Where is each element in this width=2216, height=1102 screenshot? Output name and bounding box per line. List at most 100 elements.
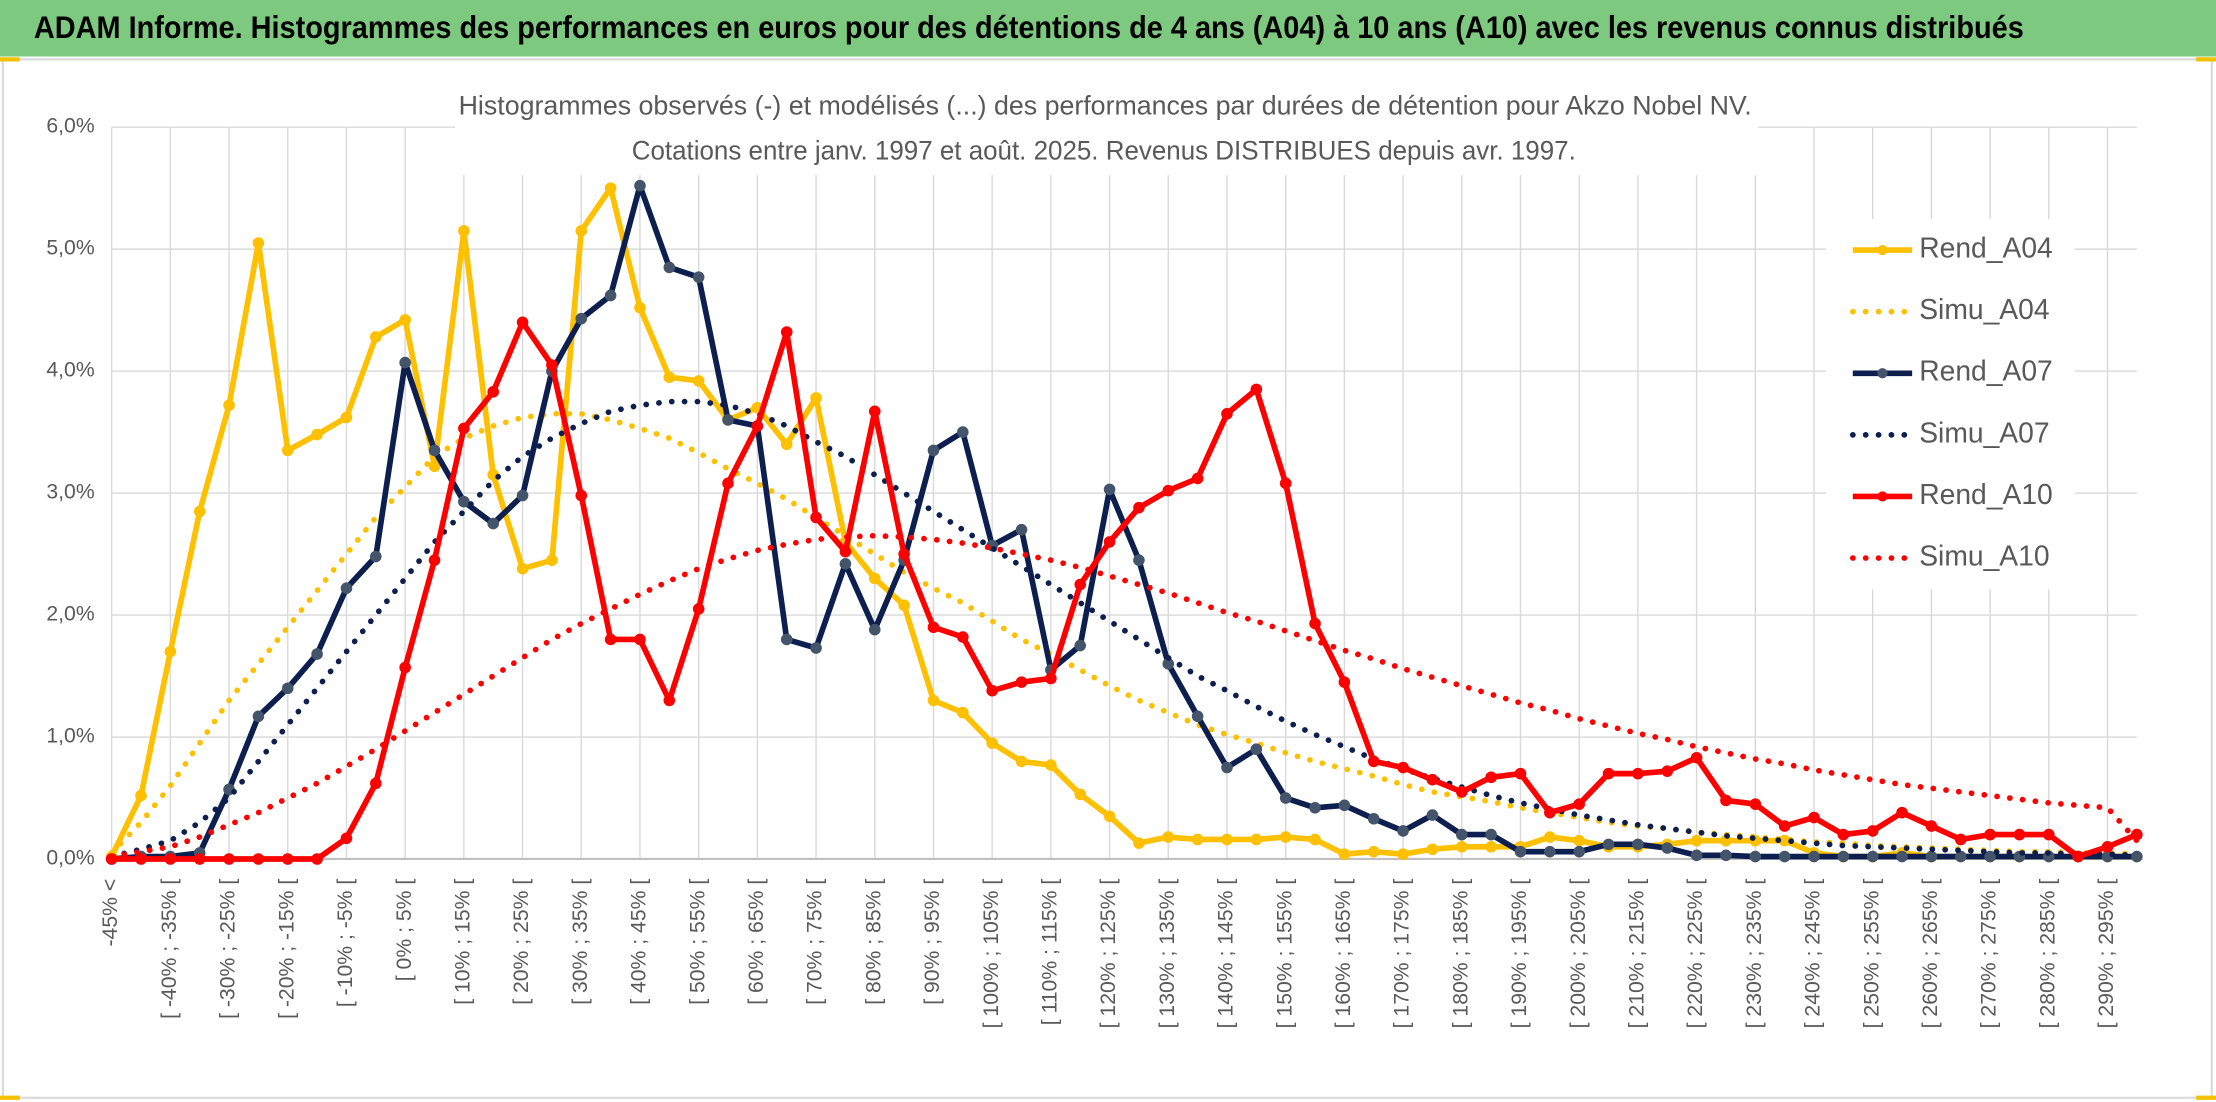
marker xyxy=(2072,850,2084,863)
marker xyxy=(810,511,822,524)
marker xyxy=(1455,828,1468,841)
marker xyxy=(575,489,588,502)
marker xyxy=(663,371,676,383)
x-tick-label: [ 180% ; 185% [ xyxy=(1449,879,1472,1029)
header-band xyxy=(0,0,2216,57)
marker xyxy=(399,356,411,369)
marker xyxy=(1544,845,1556,858)
marker xyxy=(281,853,294,865)
x-tick-label: [ 190% ; 195% [ xyxy=(1508,879,1531,1029)
legend-label: Simu_A04 xyxy=(1919,293,2049,325)
x-tick-label: [ 30% ; 35% [ xyxy=(569,879,592,1005)
x-tick-label: [ -10% ; -5% [ xyxy=(334,879,357,1007)
marker xyxy=(458,422,470,435)
marker xyxy=(458,225,470,237)
y-tick-label: 0,0% xyxy=(46,847,94,870)
marker xyxy=(957,426,969,438)
marker xyxy=(1367,812,1380,825)
marker xyxy=(1045,759,1057,771)
marker xyxy=(986,737,998,749)
marker xyxy=(1045,672,1057,685)
marker xyxy=(135,789,147,802)
marker xyxy=(1837,828,1850,841)
marker xyxy=(1485,771,1497,784)
marker xyxy=(1544,831,1556,843)
marker xyxy=(428,554,441,566)
x-tick-label: [ 70% ; 75% [ xyxy=(804,879,827,1005)
marker xyxy=(311,428,323,441)
marker xyxy=(1162,484,1175,497)
marker xyxy=(1866,850,1879,863)
x-tick-label: [ 80% ; 85% [ xyxy=(862,879,885,1005)
marker xyxy=(780,633,793,646)
marker xyxy=(1690,834,1703,847)
marker xyxy=(428,460,441,473)
x-tick-label: [ 40% ; 45% [ xyxy=(628,879,651,1005)
legend-label: Rend_A10 xyxy=(1919,478,2053,510)
marker xyxy=(311,648,323,660)
x-tick-label: [ 20% ; 25% [ xyxy=(510,879,533,1005)
marker xyxy=(1514,845,1527,858)
marker xyxy=(223,399,235,412)
marker xyxy=(1015,523,1028,536)
y-tick-label: 2,0% xyxy=(46,603,94,626)
marker xyxy=(1455,841,1468,853)
x-tick-label: [ -20% ; -15% [ xyxy=(275,879,298,1019)
marker xyxy=(1309,833,1321,846)
marker xyxy=(1455,786,1468,798)
marker xyxy=(810,642,822,654)
x-tick-label: [ 200% ; 205% [ xyxy=(1567,879,1590,1029)
chart-title: Histogrammes observés (-) et modélisés (… xyxy=(459,90,1752,120)
x-tick-label: [ 100% ; 105% [ xyxy=(980,879,1003,1029)
marker xyxy=(1250,743,1263,756)
marker xyxy=(1279,831,1292,843)
marker xyxy=(1103,536,1116,548)
marker xyxy=(370,331,382,343)
marker xyxy=(986,684,998,697)
legend-label: Simu_A07 xyxy=(1919,416,2049,448)
x-tick-label: [ 250% ; 255% [ xyxy=(1860,879,1883,1029)
marker xyxy=(487,386,500,398)
marker xyxy=(1632,767,1644,780)
marker xyxy=(575,312,588,325)
y-tick-label: 3,0% xyxy=(46,481,94,504)
x-tick-label: [ 130% ; 135% [ xyxy=(1156,879,1179,1029)
marker xyxy=(957,706,969,719)
marker xyxy=(1749,798,1762,810)
marker xyxy=(1661,842,1674,854)
marker xyxy=(1720,794,1732,807)
marker xyxy=(692,603,705,615)
marker xyxy=(692,375,705,387)
marker xyxy=(1015,676,1028,688)
marker xyxy=(1485,841,1497,853)
marker xyxy=(1720,849,1732,862)
marker xyxy=(839,558,852,570)
header-title: ADAM Informe. Histogrammes des performan… xyxy=(34,10,2024,45)
marker xyxy=(252,853,265,865)
marker xyxy=(604,633,617,646)
legend-marker xyxy=(1877,491,1888,502)
marker xyxy=(1485,828,1497,841)
marker xyxy=(2101,841,2114,853)
marker xyxy=(1984,828,1996,841)
marker xyxy=(722,477,734,490)
marker xyxy=(1426,809,1439,821)
marker xyxy=(634,301,646,314)
marker xyxy=(1191,710,1204,723)
marker xyxy=(1984,850,1996,863)
marker xyxy=(2043,828,2055,841)
marker xyxy=(1133,501,1145,514)
marker xyxy=(1954,850,1967,863)
marker xyxy=(1367,845,1380,858)
marker xyxy=(1778,820,1791,832)
marker xyxy=(604,289,617,302)
x-tick-label: [ -40% ; -35% [ xyxy=(158,879,181,1019)
marker xyxy=(252,710,265,723)
marker xyxy=(927,694,940,707)
marker xyxy=(281,444,294,457)
plot-area: -45% < [ -40% ; -35% [[ -30% ; -25% [[ -2… xyxy=(46,115,2143,1029)
model-line xyxy=(108,532,2140,860)
marker xyxy=(898,548,910,560)
